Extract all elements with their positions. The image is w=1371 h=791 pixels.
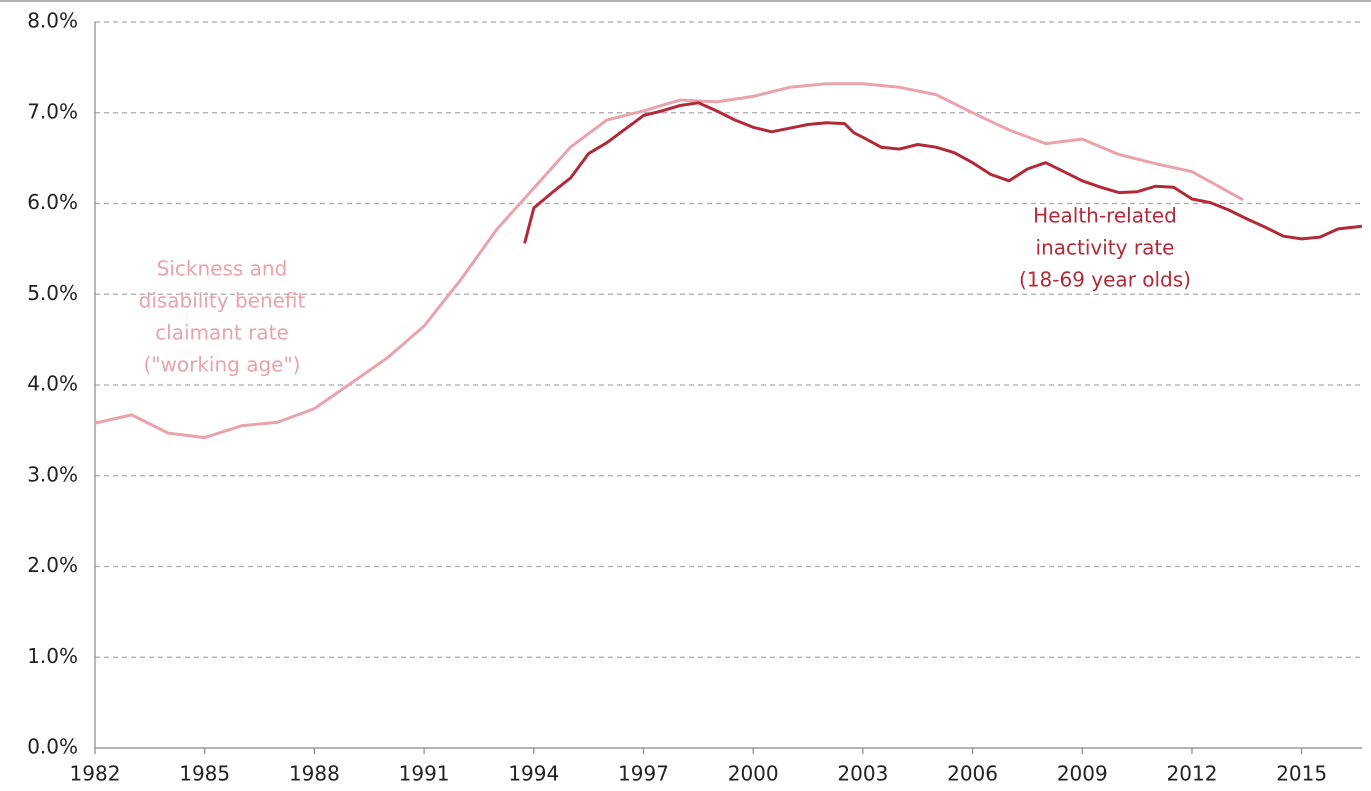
x-tick-label: 2012 <box>1167 762 1218 786</box>
x-tick-label: 1997 <box>618 762 669 786</box>
series-label: ("working age") <box>144 353 301 377</box>
y-tick-label: 0.0% <box>27 735 78 759</box>
y-tick-label: 7.0% <box>27 99 78 123</box>
x-tick-label: 2009 <box>1057 762 1108 786</box>
x-tick-label: 2015 <box>1276 762 1327 786</box>
y-tick-label: 8.0% <box>27 9 78 33</box>
x-tick-label: 1991 <box>399 762 450 786</box>
x-tick-label: 1994 <box>508 762 559 786</box>
series-label: disability benefit <box>139 289 306 313</box>
series-line <box>94 82 1244 440</box>
y-tick-label: 6.0% <box>27 190 78 214</box>
x-tick-label: 1985 <box>179 762 230 786</box>
y-tick-label: 5.0% <box>27 281 78 305</box>
series-label: Sickness and <box>157 257 288 281</box>
x-tick-label: 2000 <box>728 762 779 786</box>
y-tick-label: 2.0% <box>27 553 78 577</box>
series-line <box>523 101 1363 244</box>
x-tick-label: 1988 <box>289 762 340 786</box>
series-label: Health-related <box>1033 204 1177 228</box>
series-label: (18-69 year olds) <box>1019 268 1191 292</box>
y-tick-label: 1.0% <box>27 644 78 668</box>
series-label: inactivity rate <box>1036 236 1175 260</box>
x-tick-label: 1982 <box>70 762 121 786</box>
x-tick-label: 2006 <box>947 762 998 786</box>
y-tick-label: 4.0% <box>27 372 78 396</box>
x-tick-label: 2003 <box>837 762 888 786</box>
y-tick-label: 3.0% <box>27 462 78 486</box>
series-label: claimant rate <box>155 321 289 345</box>
